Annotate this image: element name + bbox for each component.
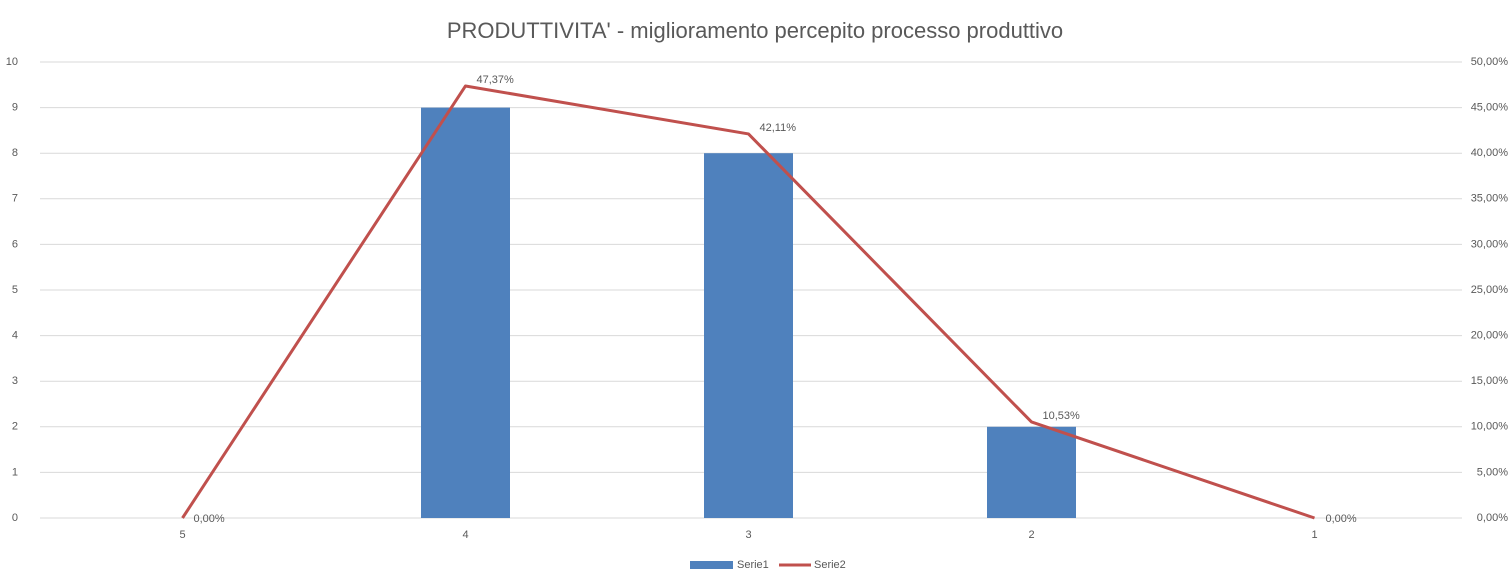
bar xyxy=(987,426,1076,518)
chart-title: PRODUTTIVITA' - miglioramento percepito … xyxy=(447,18,1063,43)
y-tick-label: 0 xyxy=(12,512,18,524)
data-label: 0,00% xyxy=(194,513,225,525)
y2-tick-label: 0,00% xyxy=(1477,512,1508,524)
data-label: 47,37% xyxy=(477,74,515,86)
y-tick-label: 7 xyxy=(12,193,18,205)
legend-label: Serie2 xyxy=(814,559,846,571)
y2-tick-label: 45,00% xyxy=(1471,102,1509,114)
y2-tick-label: 50,00% xyxy=(1471,56,1509,68)
y2-tick-label: 20,00% xyxy=(1471,330,1509,342)
y-tick-label: 8 xyxy=(12,147,18,159)
data-label: 0,00% xyxy=(1326,513,1357,525)
legend-label: Serie1 xyxy=(737,559,769,571)
x-tick-label: 3 xyxy=(745,529,751,541)
bar xyxy=(704,153,793,518)
y-tick-label: 3 xyxy=(12,375,18,387)
x-tick-label: 1 xyxy=(1311,529,1317,541)
y-tick-label: 9 xyxy=(12,102,18,114)
y-tick-label: 5 xyxy=(12,284,18,296)
y-tick-label: 4 xyxy=(12,330,18,342)
y2-tick-label: 10,00% xyxy=(1471,421,1509,433)
line xyxy=(181,84,1315,520)
x-tick-label: 5 xyxy=(179,529,185,541)
x-tick-label: 2 xyxy=(1028,529,1034,541)
y2-tick-label: 15,00% xyxy=(1471,375,1509,387)
y2-tick-label: 30,00% xyxy=(1471,238,1509,250)
y-tick-label: 1 xyxy=(12,466,18,478)
y2-tick-label: 35,00% xyxy=(1471,193,1509,205)
data-label: 42,11% xyxy=(760,122,797,134)
legend-swatch xyxy=(690,561,733,569)
bar xyxy=(421,107,510,518)
y-tick-label: 6 xyxy=(12,238,18,250)
y2-tick-label: 5,00% xyxy=(1477,466,1508,478)
y2-tick-label: 25,00% xyxy=(1471,284,1509,296)
x-tick-label: 4 xyxy=(462,529,468,541)
data-label: 10,53% xyxy=(1043,410,1081,422)
y-tick-label: 2 xyxy=(12,421,18,433)
y2-tick-label: 40,00% xyxy=(1471,147,1509,159)
y-tick-label: 10 xyxy=(6,56,18,68)
